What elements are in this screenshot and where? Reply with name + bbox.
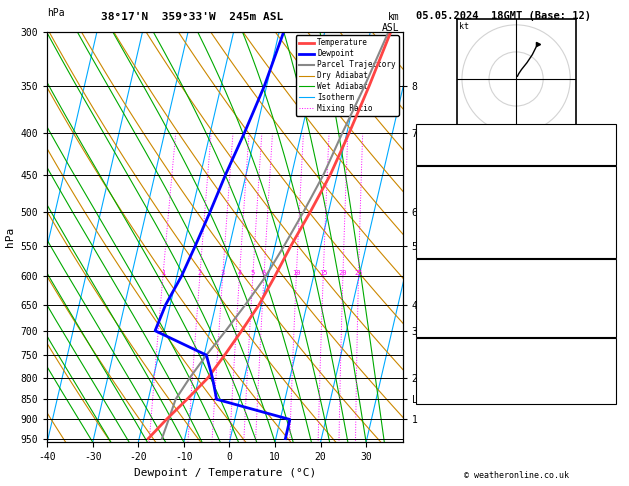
Text: 94: 94 xyxy=(602,311,614,321)
Text: 20: 20 xyxy=(338,270,347,277)
Text: 48: 48 xyxy=(602,139,614,149)
Text: 282°: 282° xyxy=(591,378,614,388)
Text: 322: 322 xyxy=(596,285,614,295)
Text: 6: 6 xyxy=(262,270,266,277)
Text: 05.05.2024  18GMT (Base: 12): 05.05.2024 18GMT (Base: 12) xyxy=(416,11,591,21)
Text: Totals Totals: Totals Totals xyxy=(420,139,496,149)
Text: 2: 2 xyxy=(198,270,202,277)
Text: 21: 21 xyxy=(602,126,614,136)
Text: K: K xyxy=(420,126,425,136)
Text: kt: kt xyxy=(459,22,469,31)
Text: 21.6: 21.6 xyxy=(591,180,614,191)
Text: Dewp (°C): Dewp (°C) xyxy=(420,193,472,203)
Y-axis label: hPa: hPa xyxy=(5,227,15,247)
Text: 83: 83 xyxy=(602,243,614,254)
Text: θₑ (K): θₑ (K) xyxy=(420,285,455,295)
Text: StmSpd (kt): StmSpd (kt) xyxy=(420,390,484,400)
Text: 3: 3 xyxy=(221,270,225,277)
Text: CAPE (J): CAPE (J) xyxy=(420,231,467,241)
Text: 15: 15 xyxy=(319,270,328,277)
Text: 38°17'N  359°33'W  245m ASL: 38°17'N 359°33'W 245m ASL xyxy=(101,12,283,22)
Text: StmDir: StmDir xyxy=(420,378,455,388)
Text: 16: 16 xyxy=(602,390,614,400)
Text: θₑ(K): θₑ(K) xyxy=(420,206,449,216)
Text: 94: 94 xyxy=(602,231,614,241)
Text: 986: 986 xyxy=(596,273,614,283)
Text: 25: 25 xyxy=(354,270,363,277)
Text: Hodograph: Hodograph xyxy=(490,339,543,349)
Text: Surface: Surface xyxy=(496,167,537,177)
Text: 5: 5 xyxy=(251,270,255,277)
Text: 20: 20 xyxy=(602,365,614,375)
Text: Lifted Index: Lifted Index xyxy=(420,298,490,308)
Text: CIN (J): CIN (J) xyxy=(420,323,460,333)
Text: 4: 4 xyxy=(237,270,242,277)
Text: PW (cm): PW (cm) xyxy=(420,151,460,161)
Text: km
ASL: km ASL xyxy=(382,12,399,33)
Text: CAPE (J): CAPE (J) xyxy=(420,311,467,321)
Text: SREH: SREH xyxy=(420,365,443,375)
Text: -1: -1 xyxy=(602,218,614,228)
Text: EH: EH xyxy=(420,352,431,363)
Text: 1.86: 1.86 xyxy=(591,151,614,161)
Text: 322: 322 xyxy=(596,206,614,216)
Text: © weatheronline.co.uk: © weatheronline.co.uk xyxy=(464,471,569,480)
Text: Pressure (mb): Pressure (mb) xyxy=(420,273,496,283)
Text: 10: 10 xyxy=(292,270,301,277)
Text: 83: 83 xyxy=(602,323,614,333)
Text: hPa: hPa xyxy=(47,8,65,18)
Text: 12.1: 12.1 xyxy=(591,193,614,203)
Text: Temp (°C): Temp (°C) xyxy=(420,180,472,191)
Text: Most Unstable: Most Unstable xyxy=(478,259,555,269)
Text: -1: -1 xyxy=(602,298,614,308)
Text: 1: 1 xyxy=(161,270,165,277)
Text: CIN (J): CIN (J) xyxy=(420,243,460,254)
Text: Lifted Index: Lifted Index xyxy=(420,218,490,228)
X-axis label: Dewpoint / Temperature (°C): Dewpoint / Temperature (°C) xyxy=(134,468,316,478)
Text: 14: 14 xyxy=(602,352,614,363)
Legend: Temperature, Dewpoint, Parcel Trajectory, Dry Adiabat, Wet Adiabat, Isotherm, Mi: Temperature, Dewpoint, Parcel Trajectory… xyxy=(296,35,399,116)
Y-axis label: Mixing Ratio (g/kg): Mixing Ratio (g/kg) xyxy=(432,181,442,293)
